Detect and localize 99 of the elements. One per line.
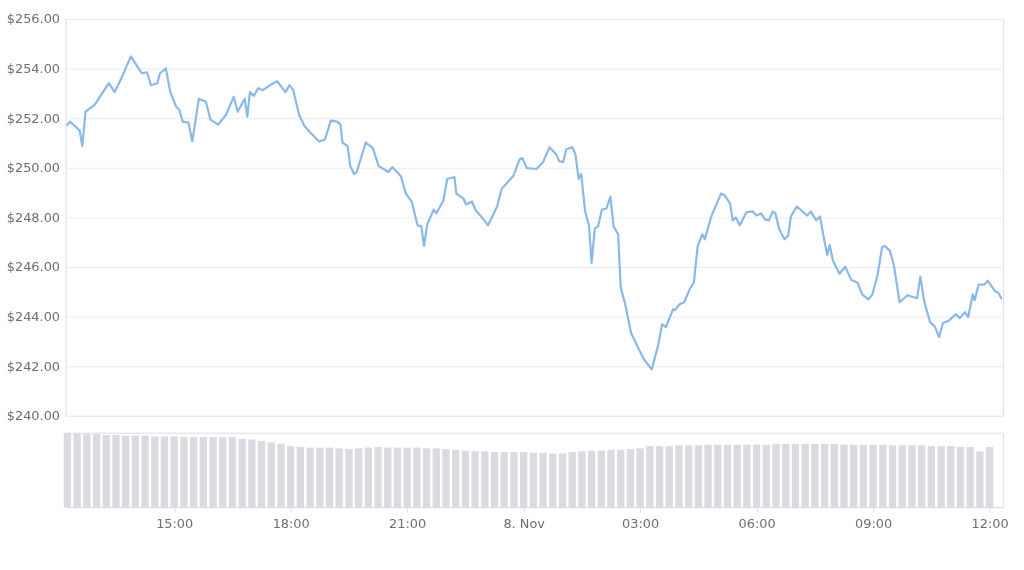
bar: [422, 448, 431, 508]
bar: [811, 443, 819, 508]
y-tick-label: $242.00: [6, 358, 61, 374]
bar: [354, 448, 363, 508]
y-tick-label: $248.00: [6, 209, 61, 225]
bar: [267, 442, 275, 508]
bar: [141, 435, 149, 508]
bar: [966, 446, 974, 508]
bar: [646, 446, 654, 508]
x-tick-label: 03:00: [622, 516, 660, 532]
bar: [927, 446, 935, 508]
bar: [840, 444, 848, 508]
bar: [879, 444, 887, 508]
bar: [151, 436, 159, 508]
bar: [471, 451, 479, 508]
bar: [316, 447, 324, 508]
bar: [432, 448, 440, 508]
bar: [597, 450, 605, 508]
bar: [801, 443, 809, 508]
bar: [908, 445, 916, 508]
x-tick-label: 18:00: [272, 516, 310, 532]
bar: [568, 452, 576, 508]
bar: [976, 451, 984, 508]
x-tick-label: 21:00: [389, 516, 427, 532]
x-tick-label: 12:00: [971, 516, 1009, 532]
bar: [500, 452, 508, 508]
bar: [384, 447, 392, 508]
y-tick-label: $240.00: [6, 408, 61, 424]
bar: [335, 448, 343, 508]
bar: [257, 440, 266, 508]
bar: [296, 446, 305, 508]
bar: [374, 446, 382, 508]
bar: [655, 446, 664, 508]
bar: [539, 452, 547, 508]
x-tick-label: 06:00: [738, 516, 776, 532]
bar: [675, 445, 683, 508]
bar: [277, 443, 285, 508]
bar: [325, 447, 334, 508]
y-tick-label: $246.00: [6, 259, 61, 275]
bar: [937, 446, 945, 508]
bar: [481, 451, 489, 508]
bar: [714, 444, 722, 508]
bar: [131, 435, 140, 508]
bar: [510, 452, 518, 508]
bar: [791, 443, 800, 508]
bar: [490, 452, 499, 508]
bar: [189, 437, 198, 508]
bar: [345, 449, 353, 508]
bar: [626, 449, 635, 508]
bar: [947, 446, 955, 508]
bar: [782, 443, 790, 508]
bar: [830, 443, 838, 508]
bar: [956, 446, 965, 508]
bar: [694, 445, 703, 508]
bar: [549, 453, 557, 508]
bar: [413, 447, 421, 508]
y-tick-label: $252.00: [6, 110, 61, 126]
bar: [452, 449, 460, 508]
x-tick-label: 15:00: [156, 516, 194, 532]
bar: [180, 437, 188, 508]
bar: [859, 444, 868, 508]
bar: [888, 445, 897, 508]
bar: [917, 445, 926, 508]
y-tick-label: $250.00: [6, 160, 61, 176]
bar: [578, 451, 586, 508]
bar: [248, 439, 256, 508]
bar: [228, 437, 237, 508]
bar: [461, 450, 470, 508]
y-tick-label: $244.00: [6, 309, 61, 325]
bar: [733, 444, 741, 508]
bar: [607, 449, 615, 508]
bar: [393, 447, 402, 508]
bar: [850, 444, 858, 508]
bar: [160, 436, 169, 508]
bar: [529, 452, 538, 508]
bar: [306, 447, 314, 508]
y-tick-label: $254.00: [6, 61, 61, 77]
bar: [743, 444, 751, 508]
bar: [617, 449, 625, 508]
bar: [364, 447, 372, 508]
bar: [772, 443, 780, 508]
bar: [442, 449, 450, 508]
bar: [685, 445, 693, 508]
bar: [762, 444, 770, 508]
y-tick-label: $256.00: [6, 11, 61, 27]
bar: [122, 435, 130, 508]
x-tick-label: 09:00: [855, 516, 893, 532]
bar: [820, 443, 829, 508]
bar: [723, 444, 732, 508]
bar: [665, 446, 673, 508]
bar: [704, 444, 712, 508]
bar: [558, 453, 567, 508]
bar: [587, 450, 596, 508]
bar: [238, 438, 246, 508]
x-tick-label: 8. Nov: [503, 516, 546, 532]
bar: [219, 437, 227, 508]
bar: [898, 445, 906, 508]
bar: [199, 437, 207, 508]
bar: [209, 437, 217, 508]
